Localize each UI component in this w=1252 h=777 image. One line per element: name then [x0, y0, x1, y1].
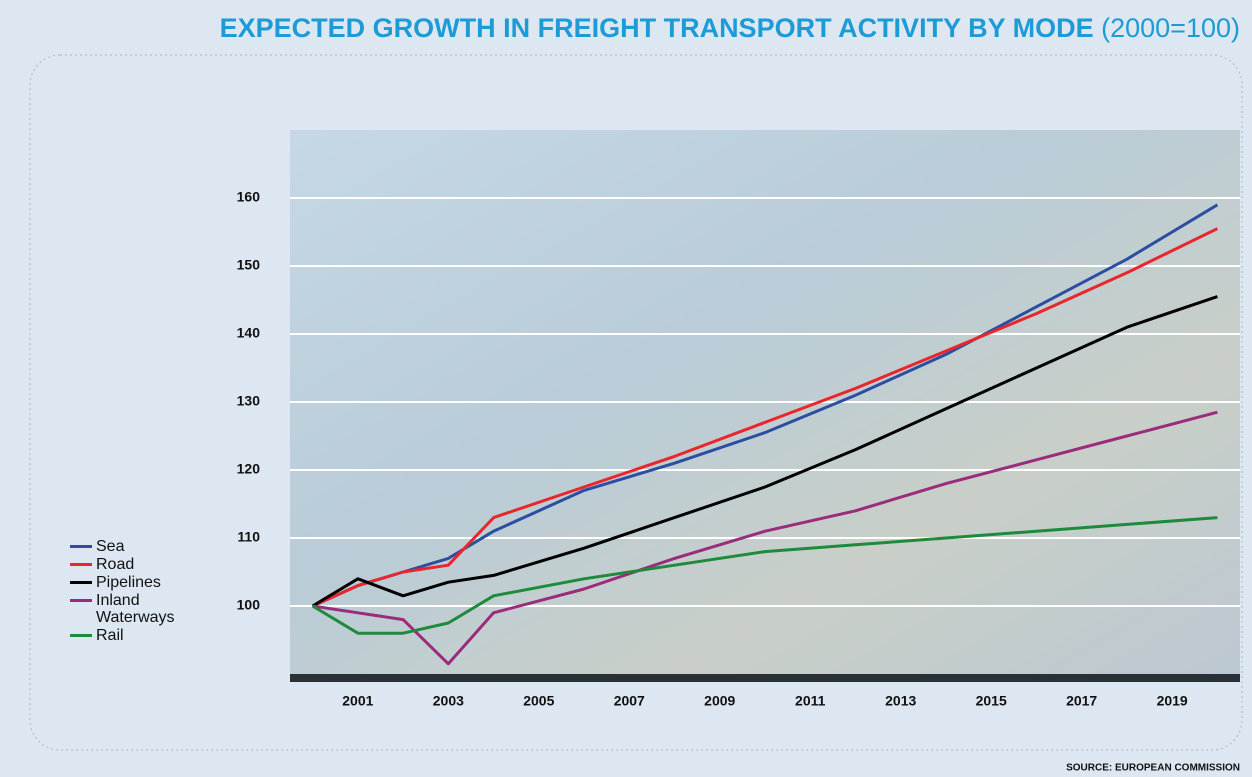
x-tick-label: 2011: [795, 693, 826, 709]
plot-base: [290, 674, 1240, 682]
x-tick-label: 2001: [342, 693, 373, 709]
x-tick-label: 2005: [523, 693, 554, 709]
legend-label: Sea: [96, 538, 186, 555]
x-tick-label: 2015: [976, 693, 1007, 709]
x-tick-label: 2003: [433, 693, 464, 709]
legend-swatch: [70, 545, 92, 548]
legend-item: Pipelines: [70, 574, 200, 591]
chart-title: EXPECTED GROWTH IN FREIGHT TRANSPORT ACT…: [220, 13, 1240, 43]
legend-swatch: [70, 634, 92, 637]
subtitle: (2000=100): [1101, 13, 1240, 43]
y-tick-label: 120: [237, 461, 261, 477]
source: SOURCE: EUROPEAN COMMISSION: [1066, 763, 1240, 774]
y-tick-label: 130: [237, 393, 261, 409]
legend-label: Rail: [96, 627, 186, 644]
y-tick-label: 100: [237, 597, 261, 613]
legend-item: Inland Waterways: [70, 592, 200, 626]
legend-label: Road: [96, 556, 186, 573]
legend-swatch: [70, 599, 92, 602]
legend-item: Road: [70, 556, 200, 573]
y-tick-label: 110: [237, 529, 260, 545]
x-tick-label: 2007: [614, 693, 645, 709]
legend-item: Rail: [70, 627, 200, 644]
legend-item: Sea: [70, 538, 200, 555]
title-text: EXPECTED GROWTH IN FREIGHT TRANSPORT ACT…: [220, 13, 1094, 43]
legend-swatch: [70, 563, 92, 566]
x-tick-label: 2013: [885, 693, 916, 709]
y-tick-label: 150: [237, 257, 261, 273]
y-tick-label: 160: [237, 189, 261, 205]
y-tick-label: 140: [237, 325, 261, 341]
x-tick-label: 2017: [1066, 693, 1097, 709]
x-tick-label: 2019: [1157, 693, 1188, 709]
page: EXPECTED GROWTH IN FREIGHT TRANSPORT ACT…: [0, 0, 1252, 777]
legend-label: Pipelines: [96, 574, 186, 591]
legend-label: Inland Waterways: [96, 592, 156, 626]
legend-swatch: [70, 581, 92, 584]
x-tick-label: 2009: [704, 693, 735, 709]
chart: EXPECTED GROWTH IN FREIGHT TRANSPORT ACT…: [0, 0, 1252, 777]
